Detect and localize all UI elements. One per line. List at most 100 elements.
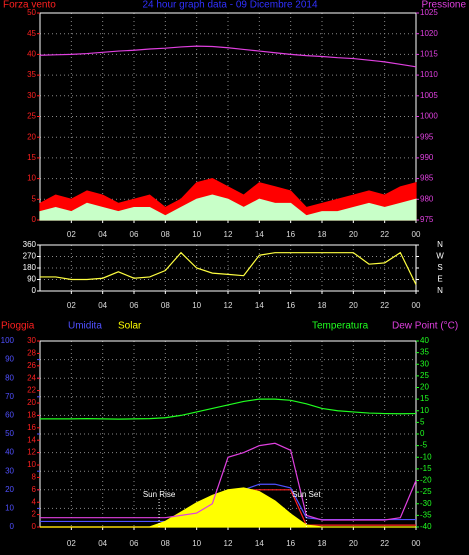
- y2-tick-label: 1025: [420, 8, 438, 17]
- x-tick-label: 14: [255, 301, 264, 310]
- y-axis-label: Forza vento: [3, 0, 56, 11]
- x-tick-label: 18: [318, 539, 327, 548]
- x-tick-label: 20: [349, 301, 358, 310]
- y-tick-label: 60: [5, 411, 14, 420]
- x-tick-label: 18: [318, 301, 327, 310]
- x-tick-label: 02: [67, 230, 76, 239]
- x-tick-label: 04: [98, 539, 107, 548]
- y3-tick-label: 24: [27, 373, 36, 382]
- y-tick-label: 10: [27, 174, 36, 183]
- x-tick-label: 14: [255, 230, 264, 239]
- y2-tick-label: W: [436, 252, 444, 261]
- y2-tick-label: 15: [420, 394, 429, 403]
- x-tick-label: 20: [349, 230, 358, 239]
- chart-title: 24 hour graph data - 09 Dicembre 2014: [142, 0, 318, 11]
- y-tick-label: 50: [27, 8, 36, 17]
- y-tick-label: 90: [5, 355, 14, 364]
- y2-tick-label: 5: [420, 417, 425, 426]
- x-tick-label: 22: [380, 230, 389, 239]
- y2-tick-label: -15: [420, 464, 432, 473]
- x-tick-label: 16: [286, 539, 295, 548]
- series-area: [39, 194, 417, 221]
- y2-tick-label: -5: [420, 441, 428, 450]
- y2-tick-label: 975: [420, 215, 434, 224]
- y-tick-label: 50: [5, 429, 14, 438]
- y2-tick-label: 1020: [420, 29, 438, 38]
- y3-tick-label: 8: [32, 473, 37, 482]
- y-tick-label: 30: [27, 91, 36, 100]
- y3-tick-label: 20: [27, 398, 36, 407]
- y3-tick-label: 6: [32, 485, 37, 494]
- x-tick-label: 00: [412, 230, 421, 239]
- y2-tick-label: 1005: [420, 91, 438, 100]
- x-tick-label: 22: [380, 301, 389, 310]
- y-tick-label: 20: [27, 132, 36, 141]
- y3-tick-label: 26: [27, 361, 36, 370]
- y-tick-label: 30: [5, 466, 14, 475]
- y2-tick-label: -40: [420, 522, 432, 531]
- y3-tick-label: 22: [27, 386, 36, 395]
- y-tick-label: 70: [5, 392, 14, 401]
- y-tick-label: 0: [32, 215, 37, 224]
- y-tick-label: 180: [23, 263, 37, 272]
- x-tick-label: 10: [192, 539, 201, 548]
- y-tick-label: 20: [5, 485, 14, 494]
- y3-tick-label: 2: [32, 510, 37, 519]
- y-tick-label: 0: [10, 522, 15, 531]
- y3-tick-label: 28: [27, 349, 36, 358]
- x-tick-label: 22: [380, 539, 389, 548]
- y2-tick-label: -25: [420, 487, 432, 496]
- y2-tick-label: E: [437, 275, 442, 284]
- y2-tick-label: S: [437, 263, 442, 272]
- series-line: [40, 442, 417, 521]
- y3-tick-label: 0: [32, 522, 37, 531]
- y2-tick-label: -20: [420, 476, 432, 485]
- y2-tick-label: 1015: [420, 50, 438, 59]
- y-tick-label: 0: [32, 286, 37, 295]
- y3-tick-label: 10: [27, 460, 36, 469]
- annotation: Sun Rise: [143, 490, 176, 499]
- annotation: Sun Set: [292, 490, 321, 499]
- y2-axis-label: Pressione: [422, 0, 467, 11]
- y-tick-label: 40: [27, 50, 36, 59]
- y2-tick-label: 995: [420, 132, 434, 141]
- y-tick-label: 45: [27, 29, 36, 38]
- x-tick-label: 08: [161, 230, 170, 239]
- x-tick-label: 12: [224, 539, 233, 548]
- y3-tick-label: 18: [27, 411, 36, 420]
- x-tick-label: 18: [318, 230, 327, 239]
- y-tick-label: 270: [23, 252, 37, 261]
- y2-tick-label: 0: [420, 429, 425, 438]
- y3-tick-label: 4: [32, 497, 37, 506]
- y3-tick-label: 12: [27, 448, 36, 457]
- x-tick-label: 08: [161, 539, 170, 548]
- x-tick-label: 00: [412, 301, 421, 310]
- y-tick-label: 15: [27, 153, 36, 162]
- y3-tick-label: 30: [27, 336, 36, 345]
- x-tick-label: 02: [67, 301, 76, 310]
- y2-tick-label: 1010: [420, 70, 438, 79]
- x-tick-label: 16: [286, 301, 295, 310]
- y-tick-label: 90: [27, 275, 36, 284]
- x-tick-label: 16: [286, 230, 295, 239]
- x-tick-label: 06: [130, 230, 139, 239]
- y2-tick-label: -30: [420, 499, 432, 508]
- y-tick-label: 5: [32, 194, 37, 203]
- x-tick-label: 10: [192, 230, 201, 239]
- y-tick-label: 80: [5, 373, 14, 382]
- x-tick-label: 08: [161, 301, 170, 310]
- series-line: [40, 398, 417, 420]
- y2-tick-label: 990: [420, 153, 434, 162]
- y2-tick-label: 35: [420, 348, 429, 357]
- y-tick-label: 35: [27, 70, 36, 79]
- y2-tick-label: 25: [420, 371, 429, 380]
- series-line: [40, 251, 417, 285]
- x-tick-label: 06: [130, 301, 139, 310]
- series-line: [39, 45, 417, 68]
- y2-tick-label: 985: [420, 174, 434, 183]
- y2-tick-label: 10: [420, 406, 429, 415]
- y2-tick-label: 1000: [420, 112, 438, 121]
- y2-tick-label: -10: [420, 452, 432, 461]
